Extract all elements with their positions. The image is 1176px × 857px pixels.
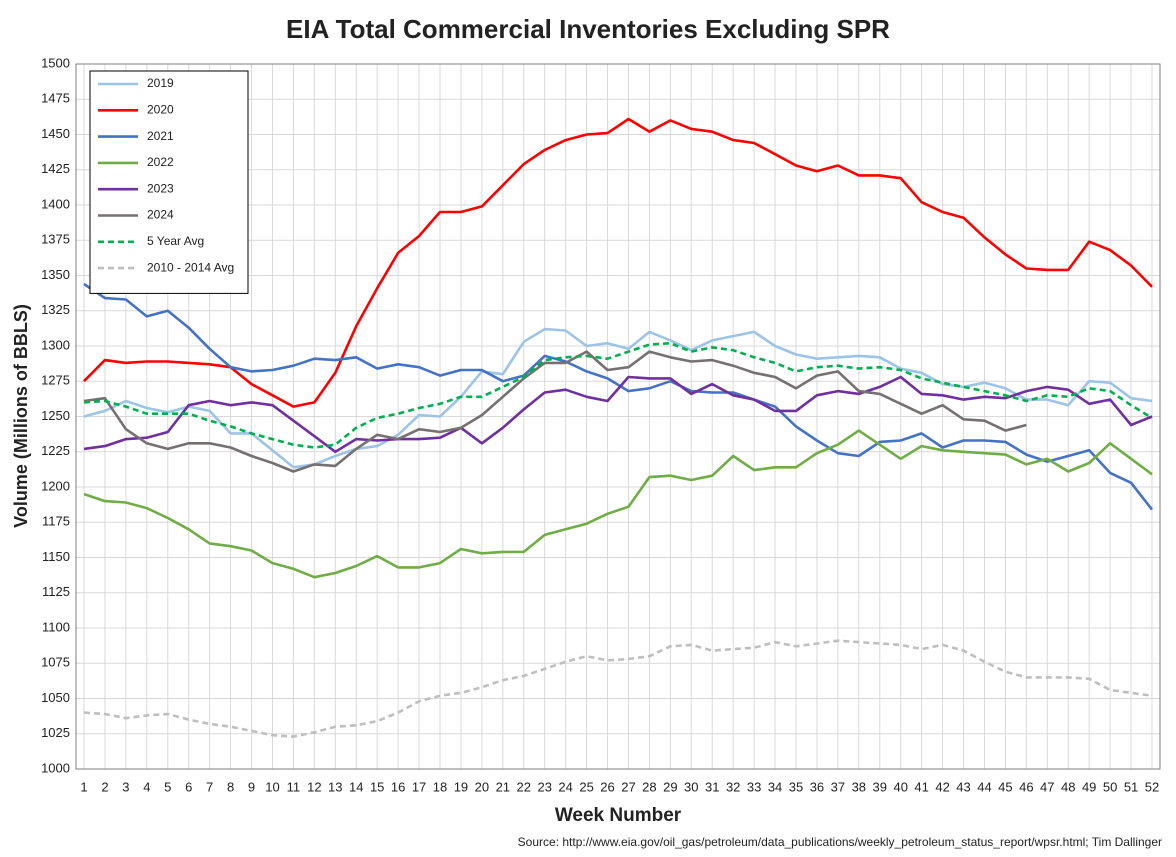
x-tick-label: 30 bbox=[684, 779, 698, 794]
series-line bbox=[83, 282, 1154, 511]
y-tick-label: 1475 bbox=[41, 91, 70, 106]
plot-frame bbox=[75, 63, 1161, 770]
x-tick-label: 18 bbox=[433, 779, 447, 794]
x-tick-label: 12 bbox=[307, 779, 321, 794]
y-tick-label: 1325 bbox=[41, 302, 70, 317]
y-tick-label: 1150 bbox=[42, 549, 70, 564]
x-tick-label: 44 bbox=[977, 779, 991, 794]
y-tick-label: 1350 bbox=[41, 267, 70, 282]
x-tick-label: 11 bbox=[287, 779, 301, 794]
x-tick-label: 21 bbox=[496, 779, 510, 794]
y-tick-label: 1125 bbox=[42, 584, 70, 599]
x-tick-label: 42 bbox=[935, 779, 949, 794]
x-tick-label: 10 bbox=[265, 779, 279, 794]
y-tick-label: 1175 bbox=[42, 514, 70, 529]
y-tick-label: 1400 bbox=[41, 196, 70, 211]
y-tick-label: 1250 bbox=[41, 408, 70, 423]
x-tick-label: 48 bbox=[1061, 779, 1075, 794]
x-tick-label: 37 bbox=[831, 779, 845, 794]
x-tick-label: 19 bbox=[454, 779, 468, 794]
x-tick-label: 50 bbox=[1103, 779, 1117, 794]
legend-label: 2010 - 2014 Avg bbox=[147, 260, 234, 274]
x-tick-label: 31 bbox=[705, 779, 719, 794]
y-tick-label: 1375 bbox=[41, 232, 70, 247]
x-axis-label: Week Number bbox=[555, 805, 682, 826]
x-tick-label: 20 bbox=[475, 779, 489, 794]
legend-label: 2019 bbox=[147, 76, 174, 90]
x-tick-label: 16 bbox=[391, 779, 405, 794]
x-tick-label: 41 bbox=[914, 779, 928, 794]
x-tick-label: 26 bbox=[600, 779, 614, 794]
y-tick-label: 1225 bbox=[41, 443, 70, 458]
series-line bbox=[83, 341, 1153, 449]
x-tick-label: 33 bbox=[747, 779, 761, 794]
series-line bbox=[83, 429, 1153, 579]
source-note: Source: http://www.eia.gov/oil_gas/petro… bbox=[518, 835, 1162, 849]
legend-label: 2023 bbox=[147, 181, 174, 195]
y-tick-label: 1450 bbox=[41, 126, 70, 141]
x-tick-label: 27 bbox=[621, 779, 635, 794]
x-tick-label: 38 bbox=[852, 779, 866, 794]
x-tick-label: 28 bbox=[642, 779, 656, 794]
x-tick-label: 34 bbox=[768, 779, 782, 794]
x-tick-label: 40 bbox=[893, 779, 907, 794]
series-line bbox=[83, 350, 1027, 473]
x-tick-label: 49 bbox=[1082, 779, 1096, 794]
y-tick-label: 1275 bbox=[41, 373, 70, 388]
y-tick-label: 1500 bbox=[41, 55, 70, 70]
x-tick-label: 32 bbox=[726, 779, 740, 794]
x-tick-label: 39 bbox=[873, 779, 887, 794]
x-tick-label: 2 bbox=[101, 779, 108, 794]
series-line bbox=[83, 327, 1153, 469]
x-tick-label: 9 bbox=[248, 779, 255, 794]
y-tick-label: 1425 bbox=[41, 161, 70, 176]
chart-title: EIA Total Commercial Inventories Excludi… bbox=[286, 14, 890, 44]
legend-label: 5 Year Avg bbox=[147, 234, 204, 248]
series-line bbox=[83, 117, 1153, 408]
x-tick-label: 13 bbox=[328, 779, 342, 794]
legend-label: 2024 bbox=[147, 208, 174, 222]
x-tick-label: 24 bbox=[558, 779, 572, 794]
legend: 2019 2020 2021 2022 2023 2024 5 Year Avg 2010 -… bbox=[89, 70, 249, 294]
y-axis-label: Volume (Millions of BBLS) bbox=[11, 304, 31, 528]
y-tick-label: 1100 bbox=[42, 619, 70, 634]
y-tick-label: 1025 bbox=[41, 725, 70, 740]
legend-label: 2020 bbox=[147, 102, 174, 116]
x-tick-label: 51 bbox=[1124, 779, 1138, 794]
x-tick-label: 23 bbox=[537, 779, 551, 794]
y-tick-label: 1075 bbox=[41, 655, 70, 670]
x-tick-label: 7 bbox=[206, 779, 213, 794]
x-tick-label: 46 bbox=[1019, 779, 1033, 794]
series-line bbox=[83, 375, 1153, 454]
x-tick-label: 45 bbox=[998, 779, 1012, 794]
x-tick-label: 5 bbox=[164, 779, 171, 794]
x-tick-label: 15 bbox=[370, 779, 384, 794]
y-tick-label: 1050 bbox=[41, 690, 70, 705]
series-line bbox=[83, 639, 1153, 738]
x-tick-label: 52 bbox=[1145, 779, 1159, 794]
x-tick-label: 3 bbox=[122, 779, 129, 794]
x-tick-label: 36 bbox=[810, 779, 824, 794]
x-tick-label: 14 bbox=[349, 779, 363, 794]
x-tick-label: 4 bbox=[143, 779, 150, 794]
legend-label: 2022 bbox=[147, 155, 174, 169]
x-tick-label: 1 bbox=[80, 779, 87, 794]
x-tick-label: 29 bbox=[663, 779, 677, 794]
x-tick-label: 8 bbox=[227, 779, 234, 794]
legend-box bbox=[89, 70, 249, 294]
x-tick-label: 47 bbox=[1040, 779, 1054, 794]
x-tick-label: 43 bbox=[956, 779, 970, 794]
x-tick-label: 6 bbox=[185, 779, 192, 794]
y-tick-label: 1200 bbox=[41, 478, 70, 493]
x-tick-label: 17 bbox=[412, 779, 426, 794]
x-tick-label: 22 bbox=[517, 779, 531, 794]
x-tick-label: 25 bbox=[579, 779, 593, 794]
y-tick-label: 1000 bbox=[41, 760, 70, 775]
y-tick-label: 1300 bbox=[41, 337, 70, 352]
legend-label: 2021 bbox=[147, 129, 174, 143]
x-tick-label: 35 bbox=[789, 779, 803, 794]
